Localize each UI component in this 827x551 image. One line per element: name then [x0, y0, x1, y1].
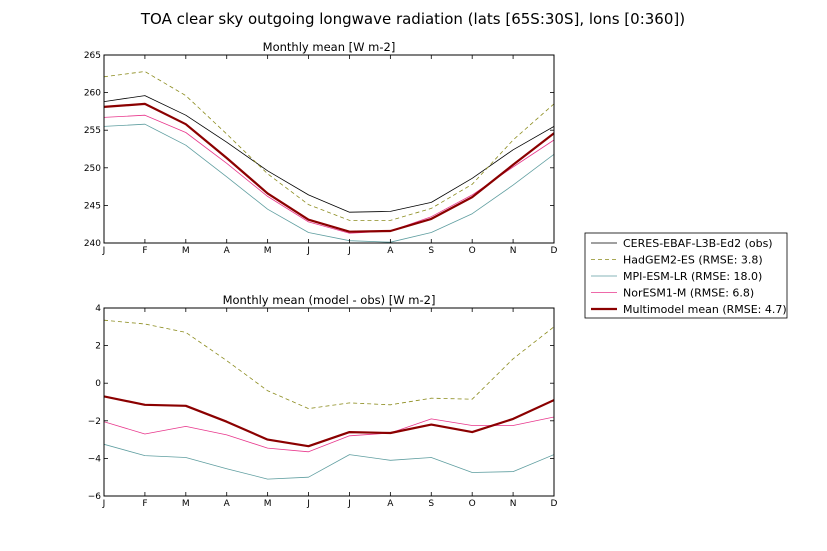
top-xtick-label: J: [102, 246, 106, 256]
bottom-plot-frame: [103, 307, 555, 497]
bottom-xtick-label: M: [182, 499, 190, 509]
top-series-hadgem2-es-rmse-3-8: [104, 71, 554, 221]
bottom-chart-title: Monthly mean (model - obs) [W m-2]: [223, 293, 436, 307]
top-series-group: [104, 71, 554, 243]
top-series-noresm1-m-rmse-6-8: [104, 114, 554, 234]
bottom-ytick-label: −4: [88, 454, 102, 464]
bottom-xtick-label: O: [469, 499, 476, 509]
top-chart: Monthly mean [W m-2] J F M A M J J A S O N D 240 245 25…: [84, 40, 558, 256]
bottom-xtick-label: J: [102, 499, 106, 509]
legend-label: Multimodel mean (RMSE: 4.7): [623, 303, 787, 316]
top-xtick-label: M: [182, 246, 190, 256]
top-ytick-label: 250: [84, 164, 101, 174]
bottom-xtick-label: F: [142, 499, 147, 509]
bottom-xtick-label: A: [224, 499, 231, 509]
top-ytick-label: 255: [84, 126, 101, 136]
legend-item-multimodel-mean-rmse-4-7: Multimodel mean (RMSE: 4.7): [591, 303, 787, 316]
top-xtick-label: A: [224, 246, 231, 256]
bottom-xtick-label: S: [428, 499, 434, 509]
bottom-series-multimodel-mean-rmse-4-7: [104, 395, 554, 448]
legend-label: CERES-EBAF-L3B-Ed2 (obs): [623, 237, 773, 250]
top-xtick-label: J: [306, 246, 310, 256]
top-plot-frame: [103, 54, 555, 244]
top-ytick-label: 245: [84, 201, 101, 211]
legend-label: HadGEM2-ES (RMSE: 3.8): [623, 254, 763, 267]
top-xtick-label: S: [428, 246, 434, 256]
bottom-xtick-label: D: [551, 499, 558, 509]
legend-label: MPI-ESM-LR (RMSE: 18.0): [623, 270, 762, 283]
bottom-ytick-label: 0: [95, 379, 101, 389]
bottom-series-noresm1-m-rmse-6-8: [104, 416, 554, 453]
top-ytick-label: 265: [84, 51, 101, 61]
bottom-series-mpi-esm-lr-rmse-18-0: [104, 443, 554, 480]
top-xtick-label: O: [469, 246, 476, 256]
top-xtick-label: N: [510, 246, 517, 256]
bottom-chart: Monthly mean (model - obs) [W m-2] J F M A M J…: [88, 293, 558, 509]
legend: CERES-EBAF-L3B-Ed2 (obs) HadGEM2-ES (RMSE…: [584, 232, 788, 319]
legend-item-mpi-esm-lr-rmse-18-0: MPI-ESM-LR (RMSE: 18.0): [591, 270, 762, 283]
bottom-xtick-label: J: [306, 499, 310, 509]
legend-item-hadgem2-es-rmse-3-8: HadGEM2-ES (RMSE: 3.8): [591, 254, 763, 267]
bottom-series-hadgem2-es-rmse-3-8: [104, 319, 554, 410]
bottom-ytick-label: −2: [88, 417, 101, 427]
top-xtick-label: D: [551, 246, 558, 256]
top-series-ceres-ebaf-l3b-ed2-obs: [104, 95, 554, 213]
bottom-ytick-label: 2: [95, 342, 101, 352]
bottom-xtick-label: N: [510, 499, 517, 509]
top-series-multimodel-mean-rmse-4-7: [104, 102, 554, 233]
legend-item-ceres-ebaf-l3b-ed2-obs: CERES-EBAF-L3B-Ed2 (obs): [591, 237, 773, 250]
top-xtick-label: M: [264, 246, 272, 256]
bottom-xtick-label: M: [264, 499, 272, 509]
charts: Monthly mean [W m-2]J F M A M J J A S O N D24024525…: [84, 40, 558, 509]
bottom-xtick-label: J: [347, 499, 351, 509]
bottom-series-group: [104, 319, 554, 480]
top-xtick-label: A: [387, 246, 394, 256]
top-ytick-label: 260: [84, 89, 101, 99]
top-ytick-label: 240: [84, 239, 101, 249]
top-xtick-label: J: [347, 246, 351, 256]
legend-frame: [584, 232, 788, 319]
legend-item-noresm1-m-rmse-6-8: NorESM1-M (RMSE: 6.8): [591, 287, 754, 300]
bottom-ytick-label: −6: [88, 492, 102, 502]
legend-label: NorESM1-M (RMSE: 6.8): [623, 287, 754, 300]
top-chart-title: Monthly mean [W m-2]: [263, 40, 396, 54]
top-series-mpi-esm-lr-rmse-18-0: [104, 123, 554, 243]
bottom-ytick-label: 4: [95, 304, 101, 314]
bottom-xtick-label: A: [387, 499, 394, 509]
top-xtick-label: F: [142, 246, 147, 256]
figure-title: TOA clear sky outgoing longwave radiatio…: [140, 10, 685, 28]
